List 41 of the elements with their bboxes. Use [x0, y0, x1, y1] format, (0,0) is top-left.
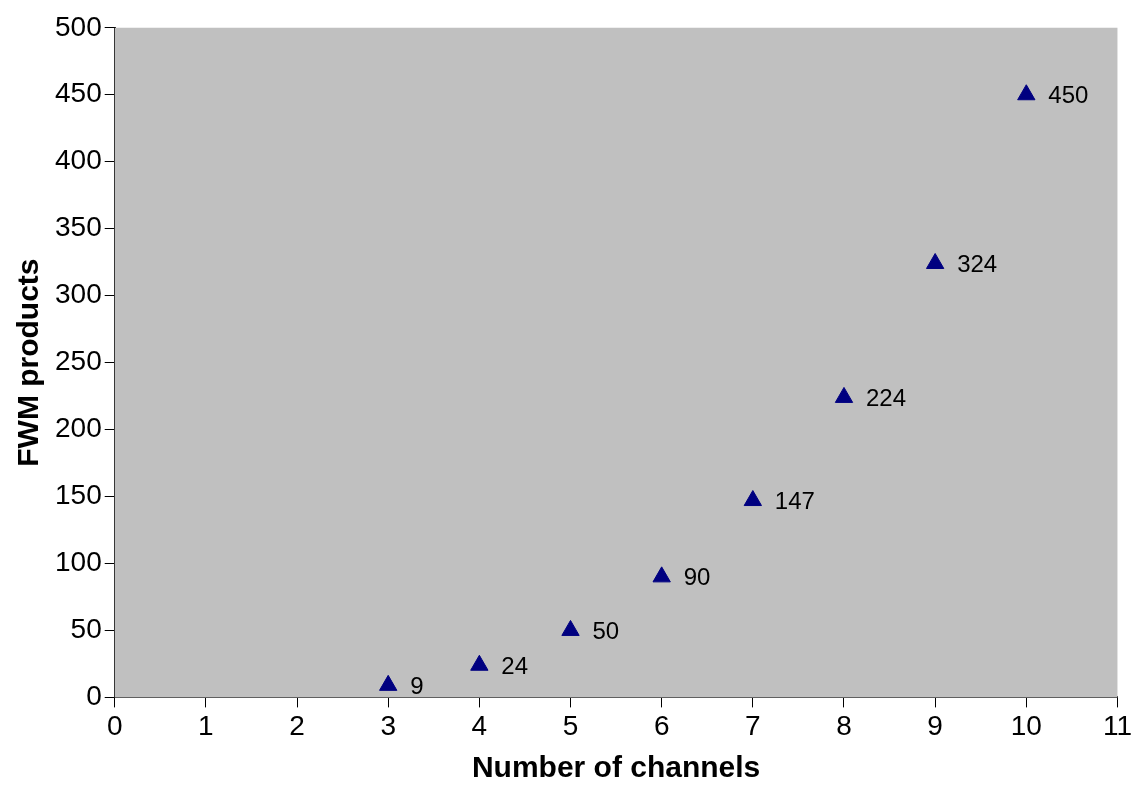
point	[1017, 84, 1036, 101]
data-label: 224	[865, 384, 907, 412]
y-tick-label: 350	[55, 211, 102, 243]
data-label: 24	[501, 651, 529, 679]
data-label: 147	[774, 487, 815, 515]
y-tick-label: 0	[86, 680, 102, 712]
y-tick-label: 250	[55, 345, 102, 377]
x-tick-label: 9	[927, 709, 943, 741]
x-tick-label: 10	[1010, 709, 1042, 741]
x-axis-title: Number of channels	[471, 750, 761, 784]
x-tick-label: 5	[562, 709, 579, 741]
x-tick-label: 1	[198, 709, 214, 741]
x-tick-label: 11	[1102, 709, 1133, 741]
data-label: 9	[410, 671, 424, 699]
x-tick-label: 3	[380, 709, 396, 741]
point	[652, 566, 671, 583]
x-tick-label: 0	[106, 709, 123, 741]
y-tick-label: 450	[55, 77, 102, 109]
y-tick-label: 400	[55, 144, 102, 176]
x-tick-label: 8	[836, 709, 852, 741]
y-axis-title: FWM products	[11, 258, 45, 467]
point	[379, 674, 398, 691]
point	[743, 490, 762, 507]
x-tick-label: 2	[289, 709, 305, 741]
x-tick-label: 4	[471, 709, 488, 741]
y-tick-label: 150	[55, 479, 102, 511]
x-tick-label: 7	[745, 709, 761, 741]
y-tick-label: 300	[55, 278, 102, 310]
y-tick-label: 200	[55, 412, 102, 444]
point	[470, 654, 489, 671]
data-label: 450	[1048, 81, 1089, 109]
point	[925, 253, 945, 269]
y-tick-label: 100	[55, 546, 102, 578]
y-tick-label: 50	[70, 613, 102, 645]
x-tick-label: 6	[653, 709, 670, 741]
data-label: 50	[592, 617, 620, 645]
point	[834, 386, 854, 403]
data-label: 324	[957, 250, 998, 278]
data-label: 90	[683, 563, 711, 591]
point	[561, 619, 580, 636]
y-tick-label: 500	[55, 10, 102, 42]
